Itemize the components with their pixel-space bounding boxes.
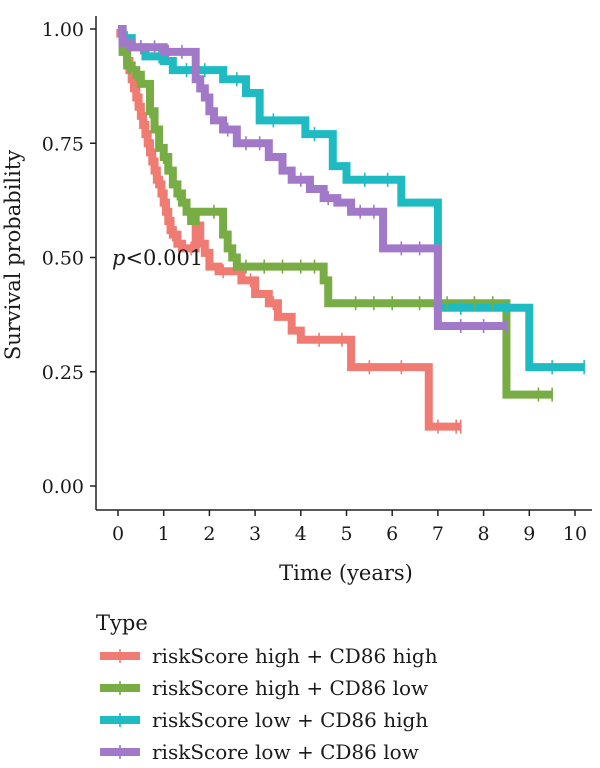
x-tick-label: 2 — [203, 523, 215, 545]
x-tick-label: 1 — [158, 523, 170, 545]
x-tick-label: 8 — [478, 523, 490, 545]
p-value-italic: p — [112, 246, 125, 270]
legend-label: riskScore high + CD86 high — [152, 644, 438, 668]
x-tick-label: 0 — [112, 523, 124, 545]
x-axis-ticks: 0 1 2 3 4 5 6 7 8 9 10 — [112, 510, 587, 545]
p-value-rest: <0.001 — [125, 246, 203, 270]
y-axis-title: Survival probability — [1, 150, 25, 360]
censor-marks — [126, 31, 585, 434]
survival-curves — [116, 25, 585, 431]
legend-label: riskScore low + CD86 high — [152, 708, 428, 732]
x-tick-label: 4 — [295, 523, 307, 545]
legend-label: riskScore high + CD86 low — [152, 676, 428, 700]
y-tick-label: 0.50 — [42, 248, 84, 270]
x-tick-label: 10 — [563, 523, 587, 545]
y-axis-ticks: 0.00 0.25 0.50 0.75 1.00 — [42, 19, 96, 498]
y-tick-label: 0.25 — [42, 362, 84, 384]
y-tick-label: 0.75 — [42, 133, 84, 155]
legend-label: riskScore low + CD86 low — [152, 740, 419, 764]
survival-curve-1 — [116, 25, 461, 431]
x-tick-label: 9 — [523, 523, 535, 545]
x-tick-label: 5 — [340, 523, 352, 545]
y-tick-label: 0.00 — [42, 476, 84, 498]
x-tick-label: 7 — [432, 523, 444, 545]
x-tick-label: 6 — [386, 523, 398, 545]
legend-title: Type — [96, 611, 148, 635]
legend: riskScore high + CD86 high riskScore high… — [100, 644, 438, 764]
x-axis-title: Time (years) — [279, 561, 413, 585]
survival-curve-3 — [118, 25, 585, 372]
x-tick-label: 3 — [249, 523, 261, 545]
y-tick-label: 1.00 — [42, 19, 84, 41]
survival-curve-4 — [118, 25, 507, 331]
p-value-annotation: p<0.001 — [112, 246, 203, 270]
